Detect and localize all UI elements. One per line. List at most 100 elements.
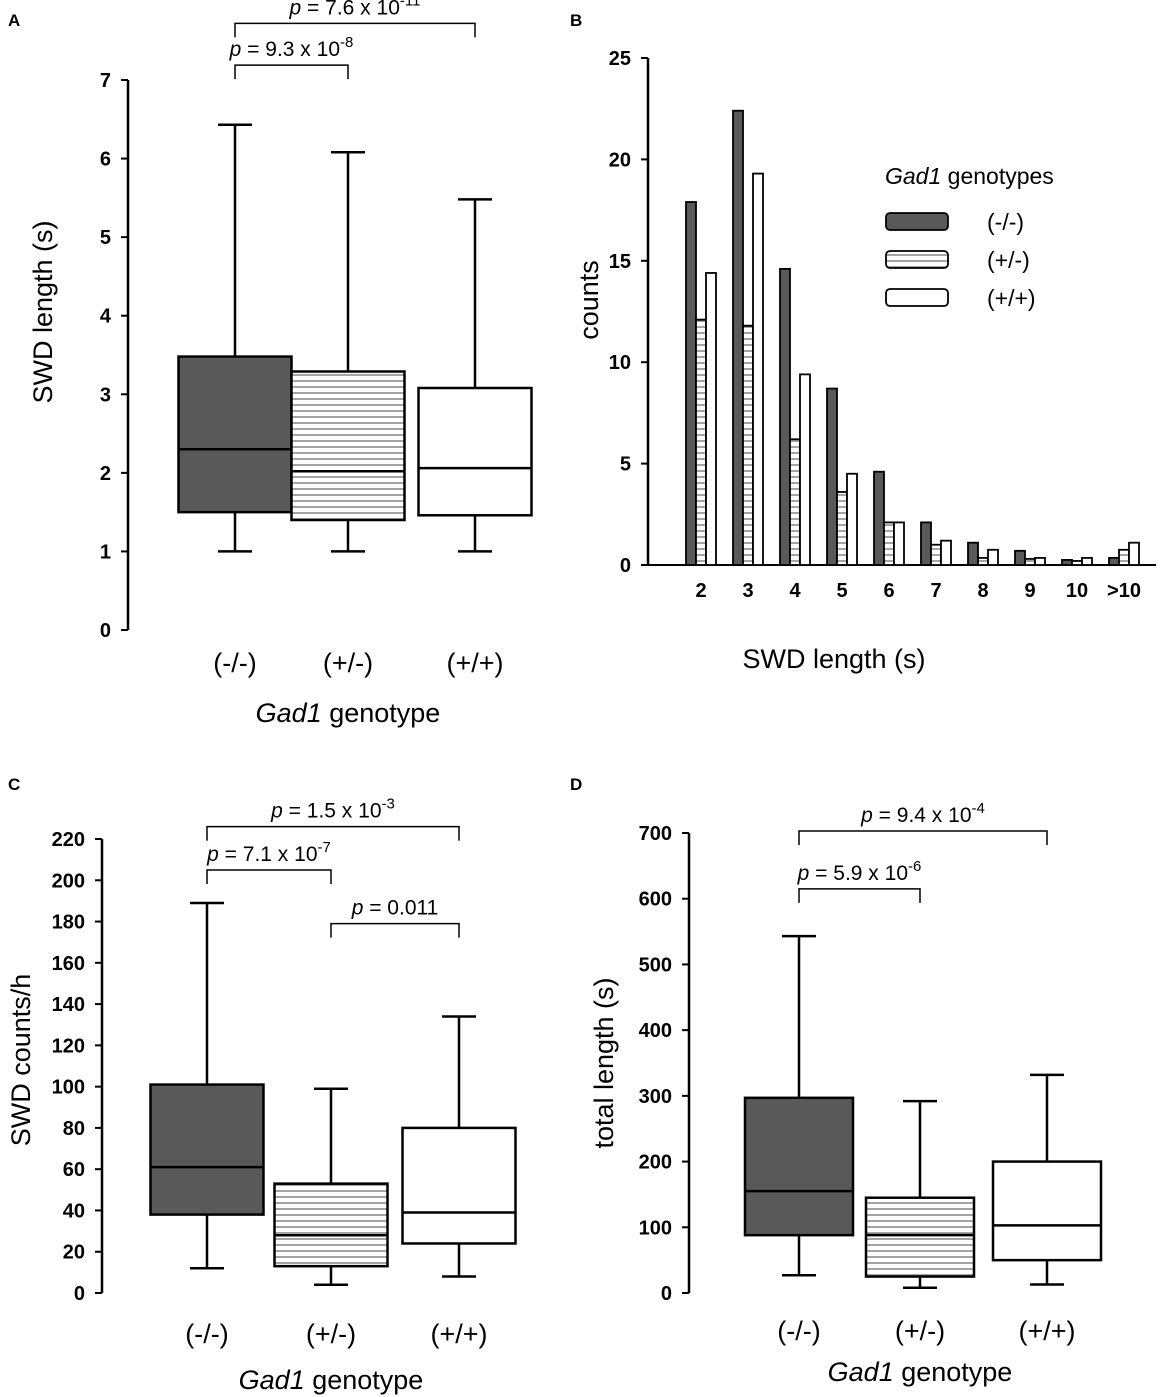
legend-label: (-/-) [987,209,1024,235]
p-symbol: p [270,800,283,823]
p-value-text: = 5.9 x 10 [809,862,908,885]
p-value-text: = 9.3 x 10 [241,38,340,61]
panel-letter: B [570,11,582,30]
y-tick-label: 600 [639,889,672,911]
x-axis-label-italic: Gad1 [256,698,322,728]
box-2 [991,1073,1103,1286]
y-tick-label: 1 [100,541,111,563]
y-tick-label: 20 [609,149,631,171]
y-tick-label: 60 [63,1159,85,1181]
box-0 [149,901,265,1270]
y-tick-label: 40 [63,1200,85,1222]
y-tick-label: 200 [639,1152,672,1174]
x-category-label: (-/-) [777,1316,820,1346]
p-symbol: p [797,862,810,885]
box-1 [273,1087,389,1286]
bar-hatch [789,438,801,566]
box-body [149,1083,265,1216]
box-2 [401,1015,517,1278]
x-category-label: (+/+) [430,1319,487,1349]
bar-hatch [883,521,895,566]
x-category-label: (+/-) [306,1319,356,1349]
box-body [177,355,293,514]
y-tick-label: 120 [52,1035,85,1057]
box-body [417,386,533,517]
bar-dark [1108,557,1120,566]
box-2 [417,198,533,553]
box-body [864,1196,976,1278]
bar-hatch [1118,548,1130,566]
bar-white [940,539,952,566]
y-tick-label: 7 [100,70,111,92]
p-value-text: = 1.5 x 10 [283,800,382,823]
bar-white [1128,541,1140,566]
bar-hatch [836,491,848,566]
p-value-text: = 7.1 x 10 [219,843,318,866]
bar-hatch [1071,560,1083,566]
significance-bracket-0: p = 0.011 [330,897,460,938]
p-value-exponent: -6 [908,858,921,875]
y-tick-label: 3 [100,384,111,406]
x-axis-label-italic: Gad1 [239,1365,305,1395]
box-0 [743,934,855,1277]
p-symbol: p [860,804,873,827]
bar-white [1034,557,1046,566]
y-tick-label: 5 [620,454,631,476]
x-tick-label: >10 [1107,580,1141,602]
y-tick-label: 180 [52,912,85,934]
box-body [290,370,406,522]
box-0 [177,123,293,553]
p-value-text: = 0.011 [363,897,438,920]
bar-white [987,548,999,566]
x-tick-label: 3 [742,580,753,602]
y-tick-label: 5 [100,227,111,249]
box-1 [290,151,406,553]
legend-label: (+/-) [987,247,1030,273]
x-axis-label-rest: genotype [894,1357,1013,1387]
bar-hatch [1024,558,1036,566]
y-tick-label: 400 [639,1020,672,1042]
x-tick-label: 7 [930,580,941,602]
bracket-line [798,830,1048,846]
y-tick-label: 4 [100,306,112,328]
x-tick-label: 6 [883,580,894,602]
bar-dark [920,521,932,566]
x-axis-label: SWD length (s) [742,644,925,674]
x-category-label: (-/-) [213,648,256,678]
bar-hatch [695,318,707,566]
bracket-line [234,22,476,38]
p-symbol: p [206,843,219,866]
y-tick-label: 10 [609,352,631,374]
significance-bracket-1: p = 7.1 x 10-7 [206,839,332,884]
panel-letter: D [570,775,582,794]
panel-d: D 0 100 200 300 400 500 600 700 total length (s) (… [570,775,1103,1387]
box-body [743,1096,855,1237]
p-symbol: p [351,897,364,920]
x-axis-label-rest: genotype [305,1365,424,1395]
panel-letter: C [8,775,20,794]
y-tick-label: 0 [74,1283,85,1305]
p-symbol: p [229,38,242,61]
p-value-label: p = 5.9 x 10-6 [797,858,922,885]
x-category-label: (+/-) [895,1316,945,1346]
bar-white [752,172,764,566]
p-value-text: = 7.6 x 10 [301,0,400,19]
x-tick-label: 5 [836,580,847,602]
bar-dark [873,470,885,566]
x-axis-label-italic: Gad1 [828,1357,894,1387]
bar-dark [1061,559,1073,566]
y-tick-label: 160 [52,953,85,975]
y-tick-label: 200 [52,870,85,892]
y-tick-label: 0 [620,555,631,577]
bracket-line [206,825,460,841]
p-value-label: p = 9.3 x 10-8 [229,34,354,61]
y-axis-label: SWD counts/h [6,974,36,1147]
x-axis-label: Gad1 genotype [239,1365,424,1395]
bar-hatch [742,324,754,566]
bar-dark [779,268,791,566]
legend-label: (+/+) [987,285,1036,311]
bar-dark [685,201,697,566]
p-value-label: p = 9.4 x 10-4 [860,800,985,827]
bar-hatch [930,543,942,566]
